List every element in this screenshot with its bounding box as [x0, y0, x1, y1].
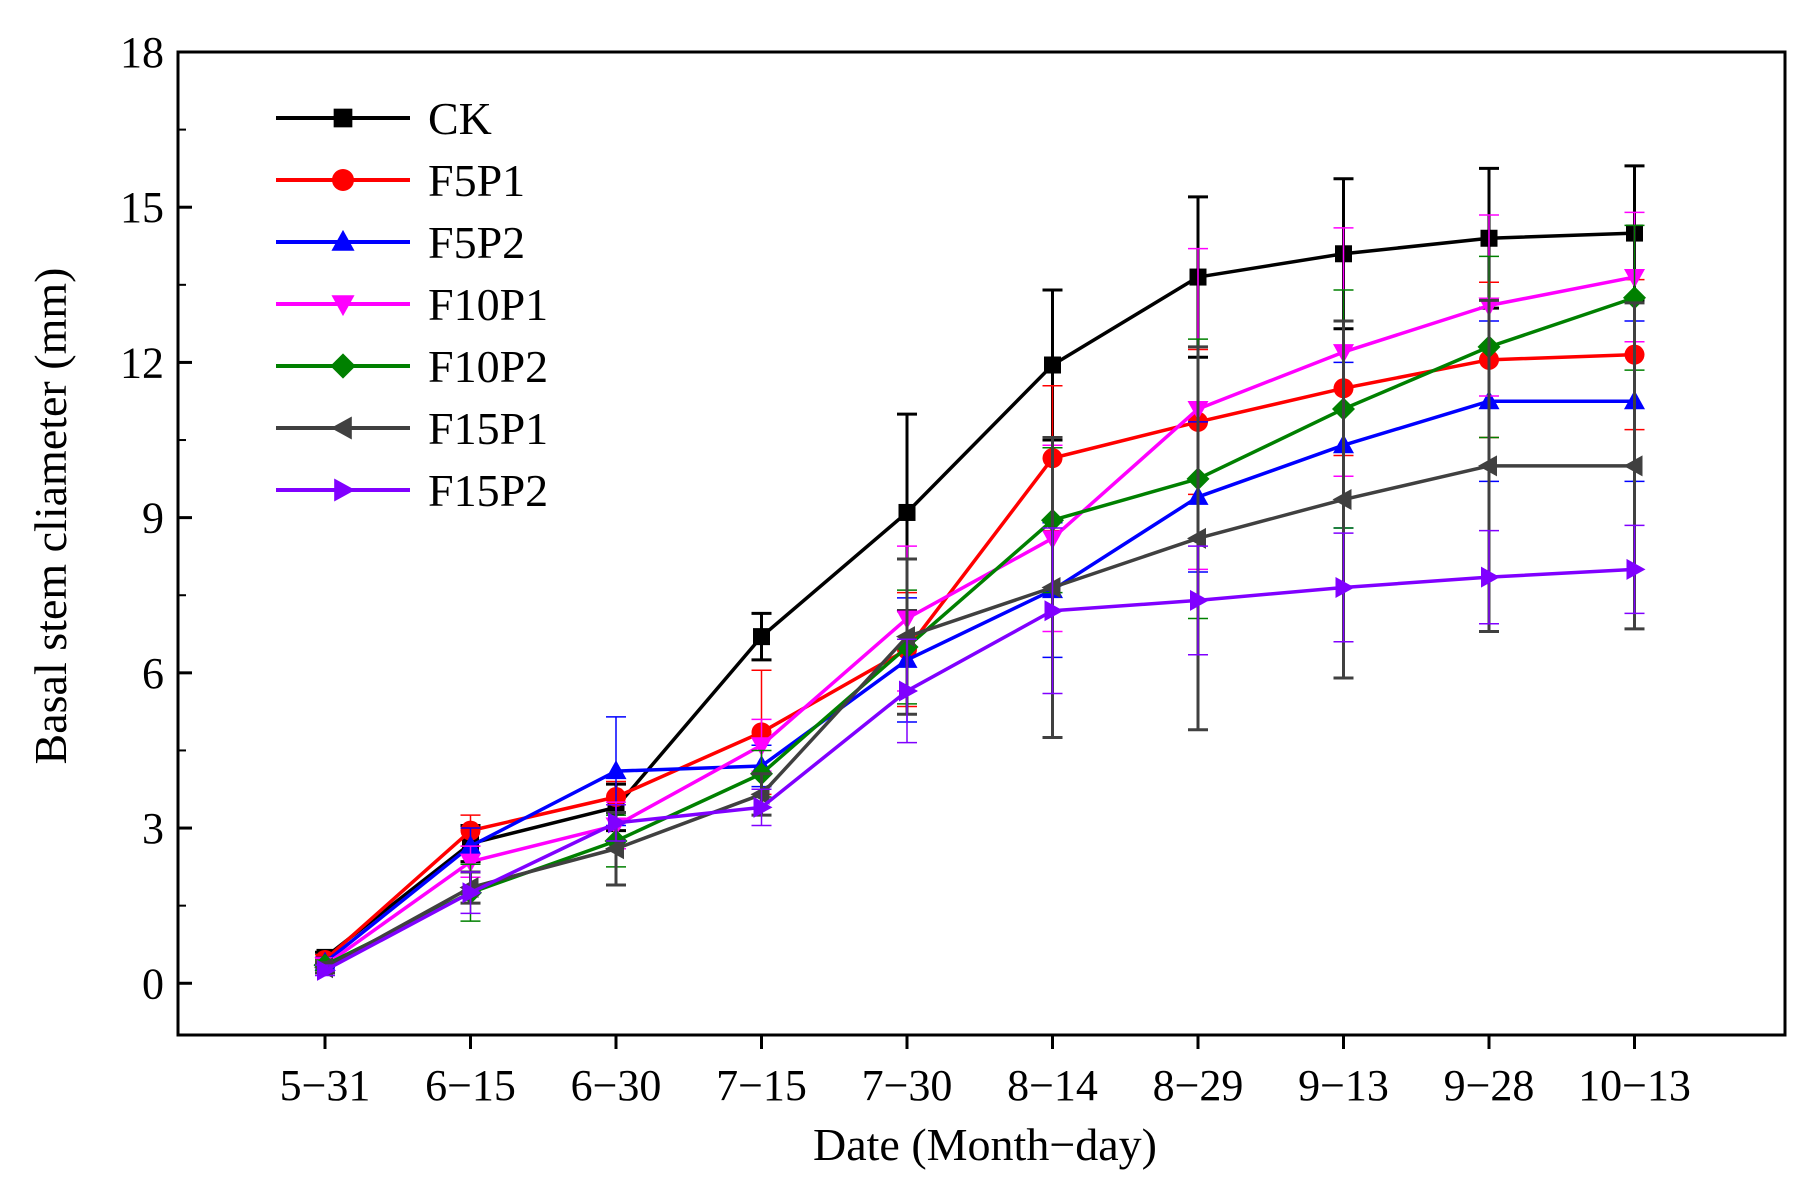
y-tick-label: 12 [120, 338, 164, 387]
y-tick-label: 15 [120, 183, 164, 232]
y-tick-label: 9 [142, 494, 164, 543]
series-f10p2 [313, 224, 1646, 977]
legend-item-f5p1: F5P1 [276, 155, 525, 206]
data-point-f10p1 [751, 737, 772, 757]
legend-label-f15p1: F15P1 [428, 403, 548, 454]
data-point-f15p2 [1044, 600, 1064, 622]
data-point-f15p2 [753, 796, 773, 818]
legend-label-f10p2: F10P2 [428, 341, 548, 392]
data-point-f15p1 [1332, 489, 1352, 511]
series-line-f10p1 [323, 275, 1635, 967]
legend-item-f10p1: F10P1 [276, 279, 548, 330]
legend-item-f15p1: F15P1 [276, 403, 548, 454]
data-point-ck [1044, 356, 1061, 374]
series-line-f15p1 [324, 464, 1635, 970]
series-layer [313, 164, 1646, 981]
data-point-f15p2 [608, 812, 627, 834]
legend-label-f5p1: F5P1 [428, 155, 525, 206]
data-point-f15p2 [1481, 566, 1500, 588]
legend-item-f5p2: F5P2 [276, 217, 525, 268]
legend-item-f15p2: F15P2 [276, 465, 548, 516]
y-axis-title: Basal stem cliameter (mm) [25, 268, 76, 765]
series-line-f5p1 [323, 352, 1635, 962]
data-point-ck [898, 503, 916, 521]
data-point-f15p2 [1626, 558, 1646, 580]
legend-marker-f10p1 [331, 295, 355, 317]
legend-marker-f5p1 [332, 169, 354, 191]
data-point-f15p2 [1190, 589, 1209, 611]
y-tick-label: 6 [142, 649, 164, 698]
data-point-f15p1 [605, 838, 624, 860]
legend-marker-f15p2 [334, 478, 356, 502]
x-tick-label: 9−28 [1444, 1061, 1535, 1110]
data-point-ck [753, 628, 770, 646]
data-point-f15p1 [1041, 576, 1061, 598]
y-tick-label: 3 [142, 804, 164, 853]
x-tick-label: 7−15 [716, 1061, 807, 1110]
x-tick-label: 5−31 [280, 1061, 371, 1110]
legend-label-f5p2: F5P2 [428, 217, 525, 268]
data-point-f15p2 [899, 680, 918, 702]
x-tick-label: 9−13 [1298, 1061, 1389, 1110]
x-tick-label: 6−15 [425, 1061, 516, 1110]
legend-marker-f5p2 [331, 229, 355, 251]
series-line-f5p2 [323, 399, 1635, 964]
y-tick-label: 0 [142, 959, 164, 1008]
data-point-f5p2 [605, 760, 627, 780]
legend-label-ck: CK [428, 93, 492, 144]
data-point-f5p2 [460, 835, 481, 855]
x-tick-label: 7−30 [862, 1061, 953, 1110]
x-axis-title: Date (Month−day) [813, 1119, 1157, 1170]
data-point-f15p1 [1187, 527, 1206, 549]
data-point-f15p1 [1623, 455, 1643, 477]
legend-item-ck: CK [276, 93, 492, 144]
data-point-f10p1 [460, 853, 481, 873]
legend: CK F5P1 F5P2 F10P1 F10P2 F15P1 F15P2 [276, 93, 548, 516]
x-tick-label: 10−13 [1578, 1061, 1691, 1110]
x-tick-label: 6−30 [571, 1061, 662, 1110]
x-tick-label: 8−29 [1153, 1061, 1244, 1110]
axes: 0 3 6 9 12 15 18 5−31 6−15 6−30 7−15 7−30 8−14 8−29 9−… [120, 28, 1787, 1110]
legend-marker-f15p1 [330, 416, 352, 440]
x-tick-label: 8−14 [1007, 1061, 1098, 1110]
data-point-f15p2 [317, 959, 336, 981]
series-line-ck [323, 231, 1635, 959]
legend-marker-ck [333, 108, 353, 128]
series-line-f10p2 [324, 296, 1636, 967]
legend-item-f10p2: F10P2 [276, 341, 548, 392]
data-point-f15p1 [896, 626, 915, 648]
legend-label-f15p2: F15P2 [428, 465, 548, 516]
y-tick-label: 18 [120, 28, 164, 77]
data-point-f15p1 [1478, 455, 1497, 477]
data-point-f15p2 [1335, 576, 1355, 598]
series-f15p2 [315, 524, 1646, 981]
data-point-f15p2 [462, 882, 482, 904]
legend-label-f10p1: F10P1 [428, 279, 548, 330]
plot-frame [176, 50, 1787, 1037]
legend-marker-f10p2 [330, 353, 356, 379]
series-line-f15p2 [324, 567, 1635, 972]
